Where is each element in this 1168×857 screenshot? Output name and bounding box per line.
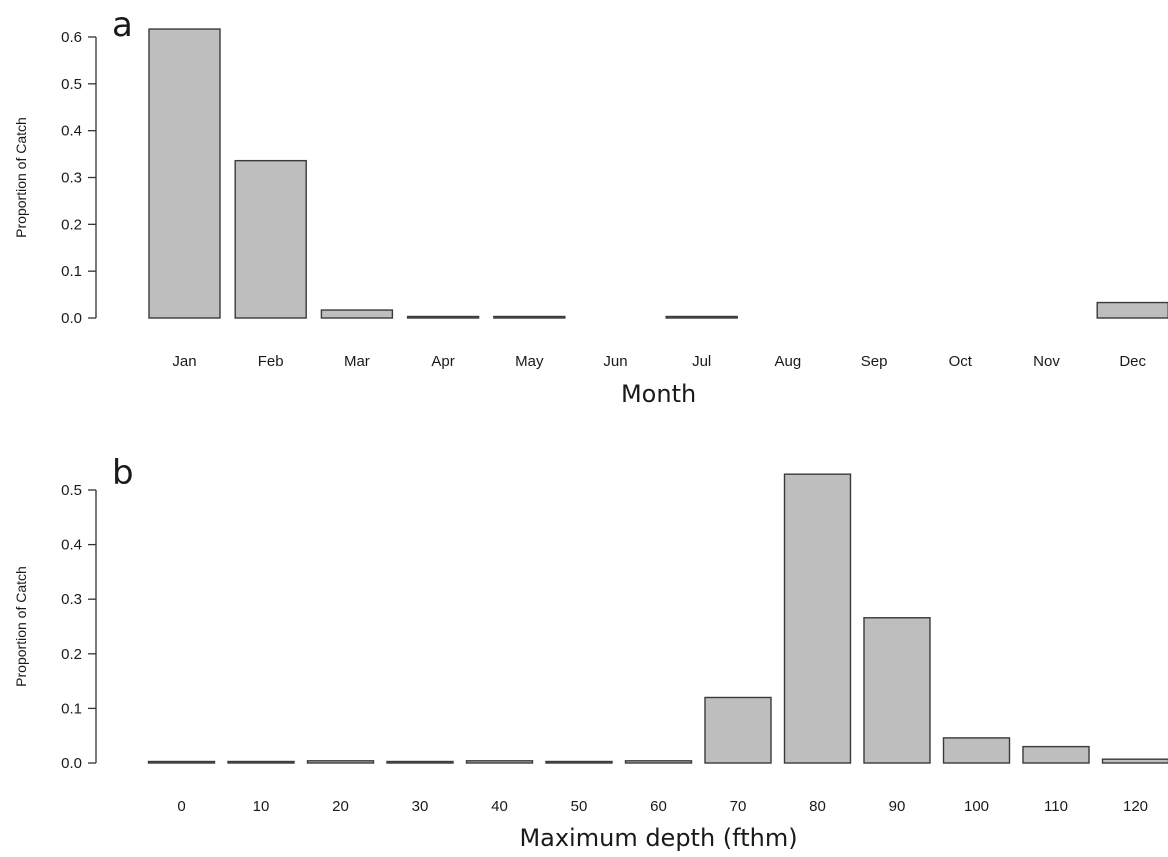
x-tick-label: 80 [809,798,826,815]
bar-depth-50 [545,760,613,764]
x-tick-label: 70 [730,798,747,815]
x-tick-label: 90 [889,798,906,815]
x-tick-label: Sep [861,353,888,370]
bar-depth-90 [863,617,931,764]
panel-a-month-chart: a 0.0 0.1 0.2 0.3 0.4 0.5 0.6 Proportion of Catc… [13,5,1168,408]
x-tick-label: Jan [172,353,196,370]
bar-month-may [493,315,566,319]
x-tick-label: 110 [1044,798,1068,815]
x-tick-label: 120 [1123,798,1148,815]
x-tick-label: Apr [431,353,454,370]
x-tick-label: 20 [332,798,349,815]
bar-depth-80 [783,473,852,764]
bar-month-mar [320,309,394,319]
x-tick-label: 10 [253,798,270,815]
y-axis-label: Proportion of Catch [13,566,29,687]
x-tick-label: 50 [571,798,588,815]
y-tick-label: 0.1 [61,263,82,280]
x-tick-label: Oct [949,353,973,370]
panel-b-depth-chart: b 0.0 0.1 0.2 0.3 0.4 0.5 Proportion of Catch 0 1… [13,453,1168,852]
bar-depth-0 [147,760,216,764]
bar-month-apr [406,315,480,319]
y-tick-label: 0.6 [61,29,82,46]
x-tick-label: 100 [964,798,989,815]
x-tick-label: Jul [692,353,711,370]
x-axis-label: Maximum depth (fthm) [519,824,797,852]
bar-depth-100 [942,737,1011,764]
bar-depth-70 [704,696,772,764]
bar-month-jan [148,28,221,319]
x-axis-label: Month [621,380,696,408]
x-tick-label: May [515,353,544,370]
y-tick-label: 0.4 [61,537,82,554]
y-tick-label: 0.1 [61,700,82,717]
y-tick-label: 0.0 [61,310,82,327]
bar-depth-30 [386,760,454,764]
x-tick-label: 60 [650,798,667,815]
bar-month-feb [234,159,307,319]
y-tick-label: 0.0 [61,755,82,772]
y-tick-label: 0.2 [61,646,82,663]
x-tick-label: Aug [775,353,802,370]
bar-month-jul [665,315,738,319]
y-tick-label: 0.5 [61,482,82,499]
x-tick-label: 30 [412,798,429,815]
x-tick-label: Dec [1119,353,1146,370]
x-tick-label: Jun [603,353,627,370]
x-tick-label: Nov [1033,353,1060,370]
y-tick-label: 0.5 [61,76,82,93]
y-axis-label: Proportion of Catch [13,117,29,238]
y-tick-label: 0.3 [61,170,82,187]
x-tick-label: 0 [177,798,185,815]
y-tick-label: 0.4 [61,123,82,140]
x-tick-label: Feb [258,353,284,370]
bar-depth-10 [227,760,295,764]
x-tick-label: Mar [344,353,370,370]
bar-depth-20 [306,760,375,764]
x-tick-label: 40 [491,798,508,815]
bar-depth-60 [624,760,693,764]
y-tick-label: 0.3 [61,591,82,608]
panel-label: a [112,5,133,45]
bar-month-dec [1096,301,1168,319]
y-tick-label: 0.2 [61,216,82,233]
panel-label: b [112,453,134,493]
bar-depth-40 [465,760,534,764]
bar-depth-110 [1022,745,1090,764]
bar-depth-120 [1101,758,1168,764]
